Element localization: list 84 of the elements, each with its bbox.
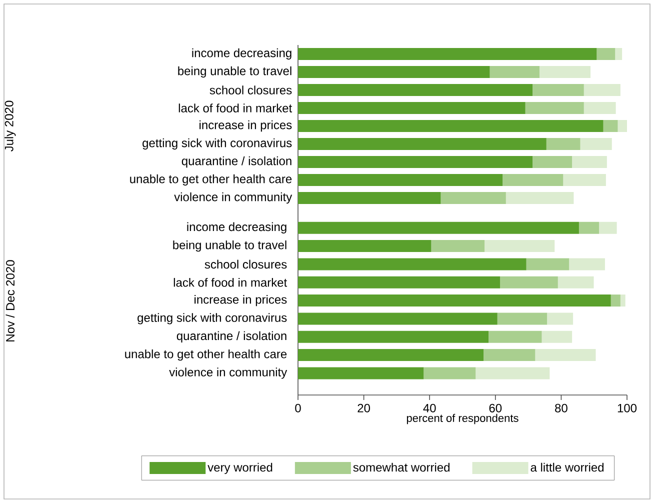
bar bbox=[484, 349, 536, 362]
bar bbox=[298, 294, 611, 307]
y-tick-label: lack of food in market bbox=[178, 104, 292, 112]
bar bbox=[298, 349, 484, 362]
x-tick-label: 100 bbox=[618, 404, 637, 412]
bar bbox=[488, 330, 542, 343]
y-tick-label: getting sick with coronavirus bbox=[142, 138, 292, 150]
y-tick-label: increase in prices bbox=[194, 294, 287, 306]
y-tick-label: being unable to travel bbox=[173, 240, 286, 252]
bar bbox=[298, 367, 424, 380]
bar bbox=[298, 120, 604, 132]
bar bbox=[618, 120, 628, 132]
bar bbox=[620, 294, 626, 307]
bar bbox=[298, 222, 579, 234]
bar bbox=[298, 102, 526, 114]
legend-label: very worried bbox=[208, 462, 272, 474]
y-tick-label: getting sick with coronavirus bbox=[138, 313, 287, 324]
bar bbox=[298, 240, 432, 252]
bar bbox=[532, 84, 584, 96]
bar bbox=[298, 84, 533, 96]
x-axis-title: percent of respondents bbox=[406, 414, 518, 424]
bar bbox=[424, 367, 476, 380]
y-tick-label: quarantine / isolation bbox=[176, 331, 286, 342]
bar bbox=[546, 138, 580, 150]
bar bbox=[615, 48, 622, 60]
y-tick-label: school closures bbox=[210, 86, 292, 94]
x-tick-label: 0 bbox=[295, 404, 301, 412]
bar bbox=[578, 222, 600, 234]
bar bbox=[298, 312, 498, 325]
y-tick-label: quarantine / isolation bbox=[182, 156, 292, 168]
bar bbox=[558, 276, 594, 288]
x-tick-label: 20 bbox=[358, 404, 370, 412]
y-tick-label: increase in prices bbox=[200, 120, 292, 132]
bar bbox=[599, 222, 617, 234]
y-tick-label: unable to get other health care bbox=[125, 349, 287, 361]
bar bbox=[525, 102, 584, 114]
x-tick-label: 60 bbox=[489, 404, 502, 412]
y-axis-title: July 2020 bbox=[4, 100, 16, 152]
bar bbox=[298, 192, 441, 204]
y-tick-label: lack of food in market bbox=[174, 278, 288, 287]
bar bbox=[539, 66, 590, 78]
bar bbox=[476, 367, 550, 380]
bar bbox=[490, 66, 540, 78]
bar bbox=[298, 174, 503, 186]
bar bbox=[572, 156, 607, 168]
x-tick-label: 40 bbox=[423, 404, 436, 412]
bar bbox=[298, 258, 526, 270]
bar bbox=[506, 192, 574, 204]
y-tick-label: income decreasing bbox=[187, 222, 286, 234]
bar bbox=[584, 102, 616, 114]
bar bbox=[535, 349, 596, 362]
bar bbox=[547, 312, 574, 325]
bar bbox=[298, 156, 533, 168]
y-tick-label: unable to get other health care bbox=[130, 174, 292, 186]
bar bbox=[298, 48, 597, 60]
legend-label: a little worried bbox=[530, 462, 604, 472]
bar bbox=[603, 120, 618, 132]
bar bbox=[542, 330, 572, 343]
bar bbox=[563, 174, 606, 186]
bar bbox=[502, 174, 564, 186]
legend-label: somewhat worried bbox=[353, 462, 450, 472]
y-tick-label: violence in community bbox=[174, 192, 292, 204]
bar bbox=[298, 276, 500, 288]
bar bbox=[497, 312, 548, 325]
bar bbox=[298, 66, 490, 78]
bar bbox=[298, 330, 488, 343]
bar bbox=[580, 138, 612, 150]
bar bbox=[484, 240, 555, 252]
x-tick-label: 80 bbox=[555, 404, 568, 412]
bar bbox=[610, 294, 620, 307]
bar bbox=[596, 48, 616, 60]
bar bbox=[431, 240, 485, 252]
y-tick-label: school closures bbox=[204, 260, 287, 269]
y-axis-title: Nov / Dec 2020 bbox=[6, 260, 15, 342]
bar bbox=[500, 276, 558, 288]
bar bbox=[298, 138, 546, 150]
bar bbox=[526, 258, 570, 270]
bar bbox=[569, 258, 605, 270]
bar bbox=[532, 156, 572, 168]
bar bbox=[440, 192, 506, 204]
y-tick-label: being unable to travel bbox=[178, 66, 292, 78]
bar bbox=[584, 84, 620, 96]
y-tick-label: violence in community bbox=[169, 368, 288, 379]
y-tick-label: income decreasing bbox=[192, 48, 292, 60]
